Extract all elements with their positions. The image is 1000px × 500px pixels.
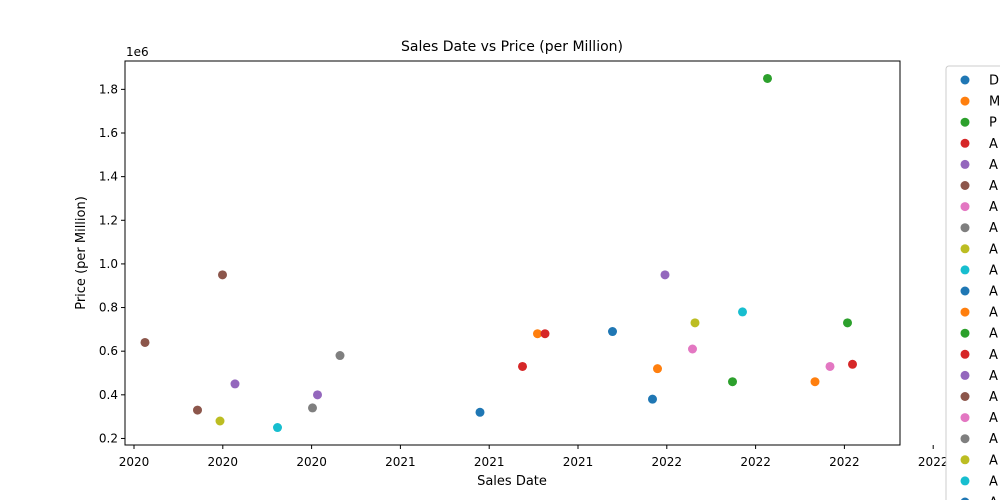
legend-label: A [989, 390, 998, 405]
x-tick-label: 2022 [918, 455, 949, 469]
legend-label: A [989, 158, 998, 173]
legend-label: A [989, 327, 998, 342]
scatter-point [140, 337, 150, 347]
legend-marker [960, 455, 970, 465]
x-tick-label: 2020 [208, 455, 239, 469]
scatter-point [688, 344, 697, 354]
scatter-point [653, 364, 662, 374]
legend-label: A [989, 432, 998, 447]
y-offset-label: 1e6 [126, 45, 149, 59]
legend-marker [960, 497, 970, 500]
legend-marker [960, 413, 970, 423]
legend-label: A [989, 137, 998, 152]
legend-marker [960, 159, 970, 169]
y-tick-label: 1.8 [99, 82, 118, 96]
legend-label: A [989, 306, 998, 321]
scatter-point [308, 403, 317, 413]
legend-label: A [989, 263, 998, 278]
legend-label: A [989, 453, 998, 468]
legend-marker [960, 265, 970, 275]
x-tick-label: 2020 [296, 455, 327, 469]
scatter-point [763, 73, 772, 83]
x-tick-label: 2021 [385, 455, 416, 469]
legend-label: A [989, 348, 998, 363]
scatter-point [728, 377, 737, 387]
scatter-point [518, 361, 527, 371]
chart-title: Sales Date vs Price (per Million) [401, 39, 623, 55]
scatter-point [218, 270, 227, 280]
legend-marker [960, 75, 970, 85]
scatter-point [690, 318, 700, 328]
legend-marker [960, 202, 970, 212]
y-tick-label: 0.8 [99, 301, 118, 315]
x-axis-label: Sales Date [477, 474, 547, 489]
scatter-point [648, 394, 657, 404]
legend-label: A [989, 474, 998, 489]
scatter-point [825, 361, 835, 371]
data-points [140, 73, 857, 433]
scatter-point [335, 351, 345, 361]
x-tick-label: 2021 [563, 455, 594, 469]
legend: DMPAAAAAAAAAAAAAAAAAA [945, 65, 1000, 500]
legend-label: A [989, 221, 998, 236]
scatter-point [540, 329, 550, 339]
legend-label: M [989, 95, 1000, 110]
legend-marker [960, 434, 970, 444]
scatter-point [230, 379, 240, 389]
legend-marker [960, 328, 970, 338]
x-tick-label: 2022 [829, 455, 860, 469]
scatter-point [193, 405, 202, 415]
legend-marker [960, 117, 970, 127]
legend-label: A [989, 369, 998, 384]
legend-marker [960, 181, 970, 190]
legend-label: D [989, 74, 999, 89]
y-tick-label: 0.6 [99, 344, 118, 358]
y-axis-ticks: 0.2 0.4 0.6 0.8 1.0 1.2 1.4 1.6 1.8 [99, 82, 125, 445]
legend-label: A [989, 411, 998, 426]
y-tick-label: 1.0 [99, 257, 118, 271]
legend-marker [960, 138, 970, 148]
legend-label: A [989, 179, 998, 194]
legend-marker [960, 223, 970, 233]
plot-frame [124, 60, 901, 446]
scatter-point [810, 377, 820, 387]
y-axis-label: Price (per Million) [74, 196, 89, 310]
legend-marker [960, 476, 970, 486]
legend-label: A [989, 285, 998, 300]
legend-marker [960, 370, 970, 380]
y-tick-label: 0.2 [99, 431, 118, 445]
legend-label: A [989, 242, 998, 257]
scatter-point [660, 270, 670, 280]
legend-marker [960, 349, 970, 359]
x-tick-label: 2022 [740, 455, 771, 469]
legend-marker [960, 96, 970, 106]
scatter-point [848, 359, 857, 369]
legend-marker [960, 392, 970, 401]
legend-label: A [989, 200, 998, 215]
scatter-point [273, 423, 282, 433]
y-tick-label: 1.6 [99, 126, 118, 140]
legend-marker [960, 244, 970, 254]
legend-marker [960, 307, 970, 317]
scatter-point [475, 407, 485, 417]
y-tick-label: 1.4 [99, 170, 118, 184]
legend-frame [945, 65, 1000, 500]
legend-marker [960, 286, 970, 296]
x-axis-ticks: 2020 2020 2020 2021 2021 2021 2022 2022 2022 2022 [119, 445, 949, 469]
scatter-point [533, 329, 542, 339]
legend-label: P [989, 116, 997, 131]
scatter-point [738, 307, 747, 317]
x-tick-label: 2021 [474, 455, 505, 469]
scatter-point [313, 390, 322, 400]
scatter-point [608, 327, 617, 337]
x-tick-label: 2022 [652, 455, 683, 469]
scatter-point [843, 318, 852, 328]
x-tick-label: 2020 [119, 455, 150, 469]
legend-label: A [989, 496, 998, 500]
scatter-point [215, 416, 225, 426]
y-tick-label: 1.2 [99, 213, 118, 227]
y-tick-label: 0.4 [99, 388, 118, 402]
